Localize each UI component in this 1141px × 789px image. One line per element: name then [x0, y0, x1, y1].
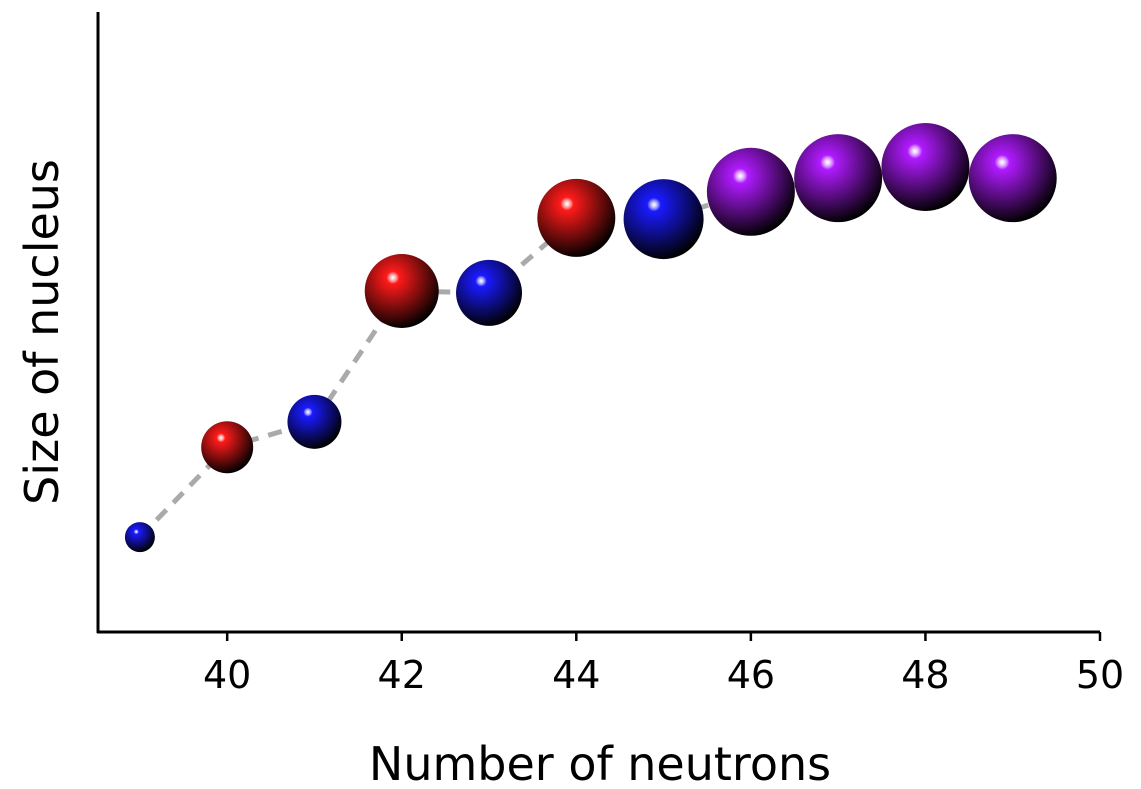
- bubble: [623, 179, 704, 260]
- bubble: [706, 147, 795, 236]
- bubble: [201, 421, 254, 474]
- x-tick-label: 46: [727, 653, 775, 697]
- y-axis-label: Size of nucleus: [15, 159, 69, 505]
- x-tick-label: 40: [203, 653, 251, 697]
- bubble: [537, 178, 616, 257]
- bubble: [881, 123, 970, 211]
- bubble: [124, 522, 155, 553]
- x-tick-label: 44: [552, 653, 600, 697]
- bubble: [456, 259, 523, 326]
- x-axis-label: Number of neutrons: [369, 737, 831, 789]
- x-tick-label: 48: [901, 653, 949, 697]
- bubble: [364, 254, 439, 328]
- bubble: [287, 394, 342, 449]
- bubble: [794, 134, 883, 223]
- x-tick-label: 50: [1076, 653, 1124, 697]
- x-tick-label: 42: [378, 653, 426, 697]
- bubble: [968, 134, 1057, 223]
